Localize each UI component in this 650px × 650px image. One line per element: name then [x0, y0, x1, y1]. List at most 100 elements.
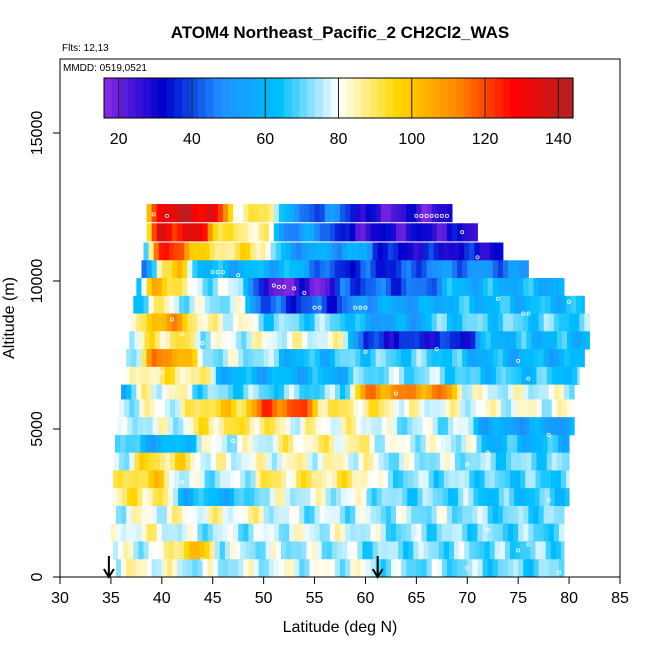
heatmap-cell — [528, 505, 534, 525]
heatmap-cell — [350, 260, 356, 279]
heatmap-cell — [538, 559, 545, 577]
heatmap-cell — [131, 523, 137, 542]
heatmap-cell — [441, 505, 448, 525]
heatmap-cell — [392, 470, 399, 489]
heatmap-cell — [343, 452, 349, 471]
heatmap-cell — [380, 278, 387, 297]
heatmap-cell — [513, 260, 519, 279]
heatmap-cell — [472, 384, 478, 403]
heatmap-cell — [192, 523, 198, 542]
heatmap-cell — [125, 434, 131, 454]
heatmap-cell — [240, 295, 246, 314]
heatmap-cell — [184, 470, 190, 489]
colorbar-segment — [447, 78, 457, 118]
heatmap-cell — [284, 505, 290, 525]
heatmap-cell — [249, 488, 255, 507]
heatmap-cell — [166, 523, 173, 542]
heatmap-cell — [164, 366, 171, 385]
heatmap-cell — [187, 559, 193, 577]
heatmap-cell — [263, 313, 270, 332]
heatmap-cell — [448, 242, 455, 261]
heatmap-cell — [251, 366, 258, 385]
colorbar: 20 40 60 80 100 120 140 — [104, 78, 574, 148]
heatmap-cell — [408, 470, 414, 489]
x-tick-label: 50 — [255, 590, 273, 607]
heatmap-cell — [530, 470, 536, 489]
heatmap-cell — [408, 242, 414, 261]
heatmap-cell — [327, 399, 334, 418]
heatmap-cell — [318, 434, 325, 454]
heatmap-cell — [340, 523, 346, 542]
heatmap-cell — [361, 417, 367, 436]
heatmap-cell — [556, 399, 563, 418]
heatmap-cell — [311, 541, 318, 560]
dates-note: MMDD: 0519,0521 — [63, 63, 147, 74]
heatmap-cell — [553, 384, 560, 403]
heatmap-cell — [341, 417, 347, 436]
heatmap-cell — [315, 488, 322, 507]
heatmap-cell — [217, 278, 224, 297]
heatmap-cell — [314, 384, 321, 403]
heatmap-cell — [306, 242, 312, 261]
heatmap-cell — [462, 313, 468, 332]
heatmap-cell — [475, 366, 482, 385]
y-tick-label: 5000 — [29, 411, 46, 447]
heatmap-cell — [154, 452, 161, 471]
heatmap-cell — [518, 384, 524, 403]
heatmap-cell — [228, 384, 234, 403]
heatmap-cell — [375, 384, 382, 403]
heatmap-cell — [517, 434, 523, 454]
heatmap-cell — [228, 278, 234, 297]
heatmap-cell — [453, 417, 459, 436]
heatmap-cell — [217, 313, 224, 332]
x-axis: 30 35 40 45 50 55 60 65 70 75 80 85 — [51, 577, 629, 607]
heatmap-cell — [151, 313, 158, 332]
colorbar-segment — [502, 78, 512, 118]
heatmap-cell — [363, 399, 370, 418]
heatmap-cell — [110, 523, 117, 542]
heatmap-cell — [119, 399, 125, 418]
heatmap-cell — [535, 295, 542, 314]
heatmap-cell — [211, 434, 218, 454]
heatmap-cell — [492, 505, 499, 525]
heatmap-cell — [219, 541, 226, 560]
heatmap-cell — [161, 505, 168, 525]
heatmap-cell — [462, 505, 468, 525]
heatmap-cell — [136, 349, 142, 368]
sample-point — [180, 415, 185, 420]
heatmap-cell — [392, 242, 399, 261]
heatmap-cell — [265, 295, 272, 314]
heatmap-cell — [189, 541, 195, 560]
heatmap-cell — [434, 452, 441, 471]
heatmap-cell — [354, 434, 360, 454]
heatmap-cell — [160, 434, 167, 454]
x-tick-label: 55 — [306, 590, 324, 607]
colorbar-segment — [385, 78, 394, 118]
heatmap-cell — [523, 278, 529, 297]
heatmap-cell — [470, 452, 476, 471]
heatmap-cell — [240, 470, 246, 489]
heatmap-cell — [504, 295, 511, 314]
sample-point — [429, 213, 434, 218]
heatmap-cell — [311, 470, 318, 489]
heatmap-cell — [416, 260, 422, 279]
heatmap-cell — [276, 331, 283, 350]
heatmap-cell — [294, 523, 300, 542]
heatmap-cell — [281, 452, 288, 471]
heatmap-cell — [463, 417, 469, 436]
heatmap-cell — [292, 331, 298, 350]
sample-point — [353, 305, 358, 310]
heatmap-cell — [156, 559, 163, 577]
heatmap-cell — [268, 505, 275, 525]
heatmap-cell — [465, 399, 471, 418]
heatmap-cell — [329, 313, 336, 332]
heatmap-cell — [426, 505, 433, 525]
heatmap-cell — [401, 505, 407, 525]
heatmap-cell — [480, 366, 487, 385]
heatmap-cell — [207, 384, 214, 403]
heatmap-cell — [178, 488, 184, 507]
heatmap-cell — [436, 349, 443, 368]
colorbar-segment — [401, 78, 410, 118]
heatmap-cell — [473, 417, 479, 436]
heatmap-cell — [161, 313, 168, 332]
